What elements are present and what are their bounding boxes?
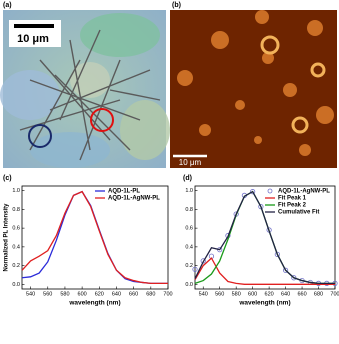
x-tick-label: 540 [199, 291, 208, 297]
x-tick-label: 680 [146, 291, 155, 297]
y-tick-label: 0.2 [12, 263, 20, 269]
panel-b-image: 10 μm [170, 10, 337, 168]
y-tick-label: 0.8 [12, 207, 20, 213]
legend-label: AQD-1L-AgNW-PL [108, 196, 160, 202]
y-tick-label: 0.6 [185, 226, 193, 232]
data-point [291, 275, 297, 281]
y-axis-label: Normalized PL Intensity [4, 203, 10, 272]
legend-label: AQD-1L-AgNW-PL [278, 189, 330, 195]
data-point [192, 266, 198, 272]
legend-label: Fit Peak 2 [278, 203, 307, 209]
plot-frame [21, 185, 169, 290]
x-tick-label: 700 [330, 291, 339, 297]
y-tick-label: 0.0 [185, 282, 193, 288]
scalebar-label: 10 μm [179, 158, 202, 167]
y-tick-label: 0.0 [12, 282, 20, 288]
data-point [250, 189, 256, 195]
y-tick-label: 1.0 [185, 188, 193, 194]
x-tick-label: 540 [26, 291, 35, 297]
panel-label: (a) [3, 2, 12, 9]
panel-a-image: 10 μm [0, 10, 170, 168]
x-tick-label: 580 [232, 291, 241, 297]
x-axis-label: wavelength (nm) [238, 300, 290, 307]
x-tick-label: 620 [95, 291, 104, 297]
legend-label: AQD-1L-PL [108, 189, 140, 195]
data-point [282, 267, 289, 273]
legend-marker [267, 188, 273, 194]
x-tick-label: 660 [129, 291, 138, 297]
data-point [274, 251, 280, 257]
y-tick-label: 0.6 [12, 226, 20, 232]
panel-label: (d) [183, 175, 192, 182]
panel-label: (c) [3, 175, 12, 182]
x-axis-label: wavelength (nm) [68, 300, 120, 307]
x-tick-label: 580 [60, 291, 69, 297]
data-point [258, 204, 264, 210]
panel-label: (b) [172, 2, 181, 9]
x-tick-label: 600 [78, 291, 87, 297]
x-tick-label: 560 [215, 291, 224, 297]
x-tick-label: 660 [297, 291, 306, 297]
plot-frame [194, 185, 336, 290]
scalebar-label: 10 μm [17, 33, 49, 45]
series-line [194, 190, 335, 285]
y-tick-label: 0.2 [185, 263, 193, 269]
x-tick-label: 640 [281, 291, 290, 297]
y-tick-label: 0.8 [185, 207, 193, 213]
series-line [21, 190, 168, 285]
x-tick-label: 680 [314, 291, 323, 297]
y-tick-label: 1.0 [12, 188, 20, 194]
legend-label: Fit Peak 1 [278, 196, 307, 202]
x-tick-label: 620 [265, 291, 274, 297]
legend-label: Cumulative Fit [278, 210, 319, 216]
y-tick-label: 0.4 [12, 244, 20, 250]
series-line [194, 257, 335, 285]
x-tick-label: 640 [112, 291, 121, 297]
y-tick-label: 0.4 [185, 244, 193, 250]
x-tick-label: 600 [248, 291, 257, 297]
x-tick-label: 560 [43, 291, 52, 297]
x-tick-label: 700 [163, 291, 172, 297]
series-line [21, 190, 168, 285]
